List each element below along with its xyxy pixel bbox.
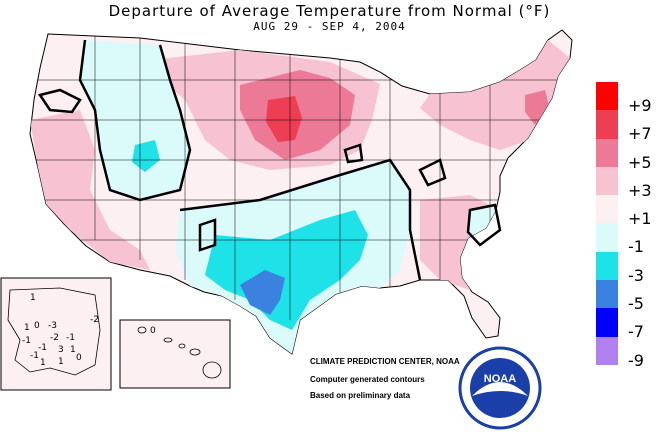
svg-text:3: 3 [58,345,64,355]
legend-swatch [596,166,618,196]
legend-swatch [596,110,618,139]
svg-text:-1: -1 [30,351,39,361]
legend-item: +7 [596,110,658,143]
legend-label: -7 [628,322,644,342]
legend-item: -7 [596,308,658,341]
legend-swatch [596,280,618,309]
legend-label: +7 [628,124,652,144]
warm-region-northeast [420,40,570,150]
svg-text:0: 0 [76,353,82,363]
legend-swatch [596,223,618,252]
legend-item: +9 [596,82,658,115]
map-date-range: AUG 29 - SEP 4, 2004 [253,20,406,33]
legend-item: +3 [596,166,658,200]
svg-text:1: 1 [24,323,30,333]
warm-region-west-coast [30,110,150,270]
hawaii-label: 0 [150,326,156,336]
legend-swatch [596,195,618,224]
svg-text:-2: -2 [50,333,59,343]
svg-text:1: 1 [70,345,76,355]
svg-text:NOAA: NOAA [484,373,516,385]
legend-swatch [596,308,618,337]
legend-item: -1 [596,223,658,256]
cool-region-3-idaho [132,140,160,172]
legend-item: +5 [596,138,658,172]
credit-line3: Based on preliminary data [310,391,411,400]
svg-text:1: 1 [58,357,64,367]
legend-item: +1 [596,195,658,228]
alaska-outline [7,287,101,376]
legend-label: +1 [628,209,652,229]
alaska-inset-frame [0,277,112,391]
legend-item: -3 [596,251,658,285]
noaa-logo: NOAA [458,346,542,430]
legend-label: +5 [628,152,652,172]
map-title: Departure of Average Temperature from No… [108,2,551,20]
legend-label: -9 [628,350,644,370]
svg-text:1: 1 [40,358,46,368]
svg-text:-3: -3 [48,321,57,331]
svg-text:0: 0 [34,321,40,331]
svg-text:-2: -2 [90,315,99,325]
hawaii-islands [137,326,222,379]
svg-text:-1: -1 [66,333,75,343]
legend-swatch [596,82,618,111]
credit-line2: Computer generated contours [310,375,425,384]
legend-swatch [596,251,618,281]
legend-swatch [596,336,618,365]
legend-label: -5 [628,294,644,314]
legend-label: +9 [628,96,652,115]
svg-text:1: 1 [30,293,36,303]
svg-text:-1: -1 [22,336,31,346]
legend-label: -3 [628,265,644,285]
legend-item: -9 [596,336,658,370]
legend-swatch [596,138,618,167]
credit-center: CLIMATE PREDICTION CENTER, NOAA [310,357,460,366]
warm-region-7-core [266,96,302,142]
legend-label: +3 [628,180,652,200]
zero-contours [37,39,502,281]
legend: +9 +7 +5 +3 +1 -1 -3 -5 -7 -9 [596,82,658,370]
svg-text:-1: -1 [38,343,47,353]
alaska-labels: 0 -3 -2 1 -1 -1 3 -1 -1 1 0 1 -2 1 1 [22,293,99,368]
cool-region-5-texas [240,270,285,315]
legend-label: -1 [628,237,644,257]
legend-item: -5 [596,280,658,313]
